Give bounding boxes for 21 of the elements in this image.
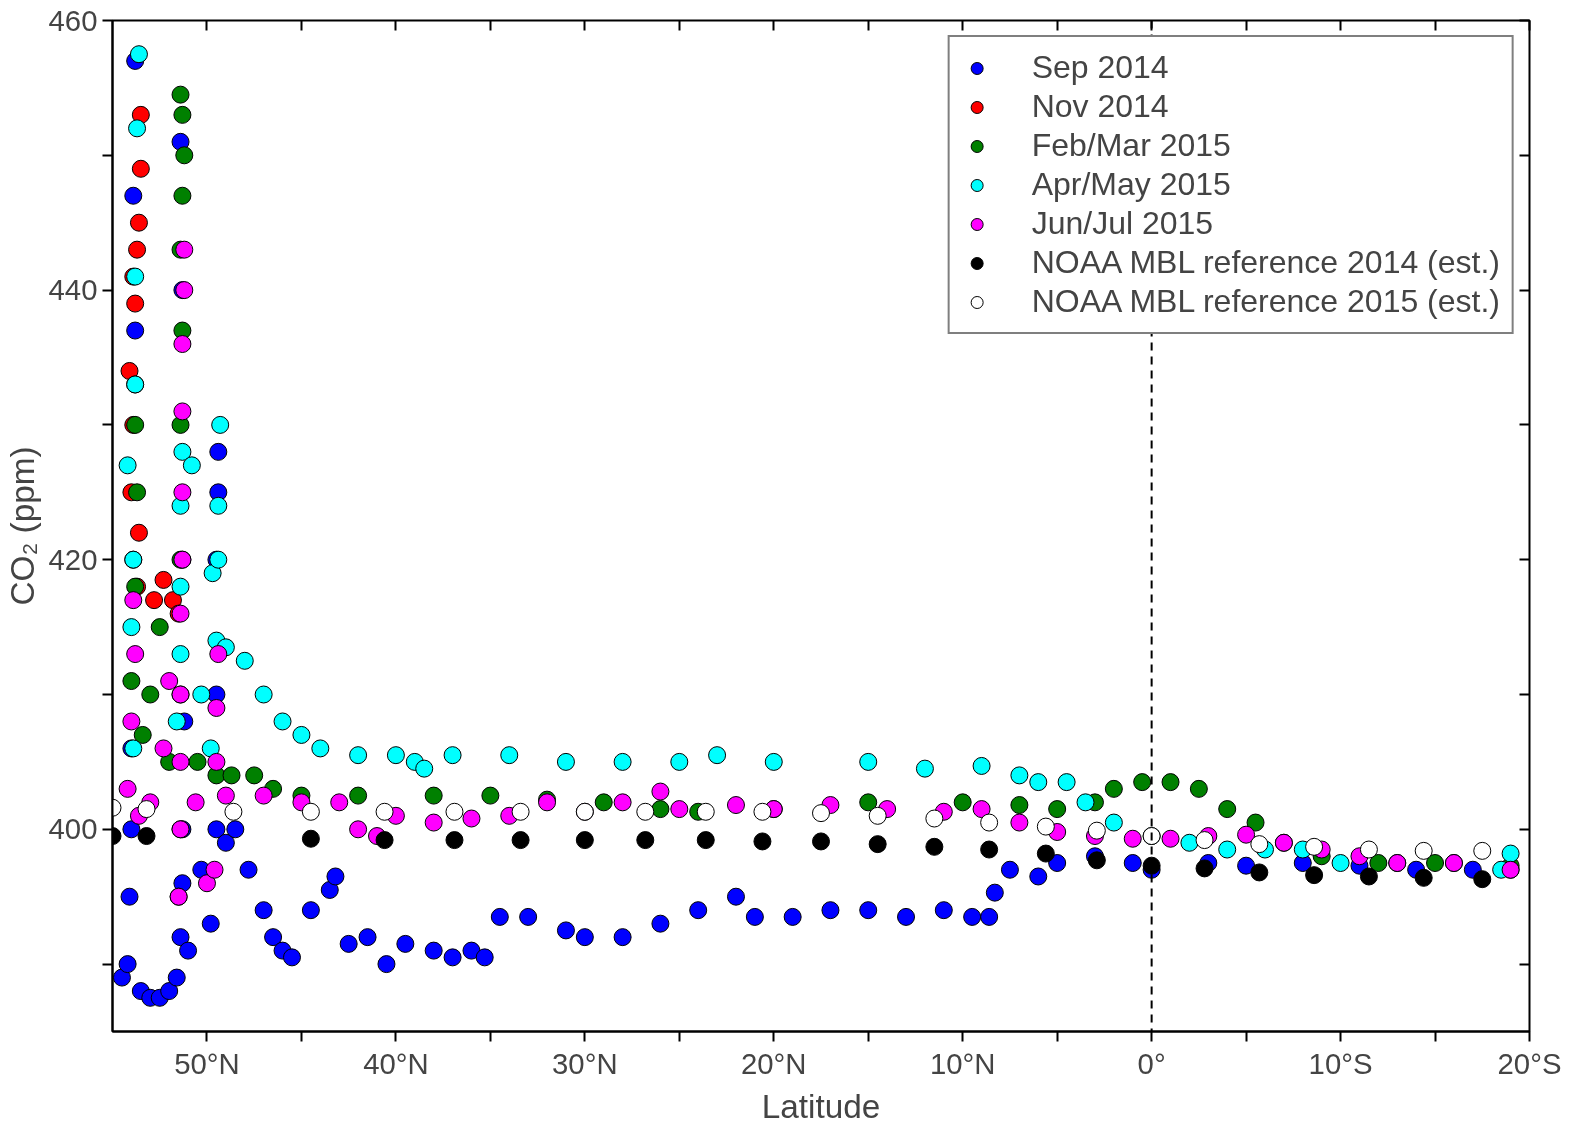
legend-label: NOAA MBL reference 2014 (est.) <box>1031 244 1500 281</box>
x-tick-label: 30°N <box>552 1046 618 1080</box>
legend-label: Sep 2014 <box>1031 49 1169 86</box>
x-tick-label: 10°S <box>1308 1046 1373 1080</box>
legend-label: Nov 2014 <box>1031 88 1169 125</box>
x-tick-label: 20°N <box>741 1046 807 1080</box>
y-tick-label: 420 <box>48 542 98 576</box>
x-axis-title: Latitude <box>761 1087 881 1125</box>
y-tick-label: 440 <box>48 273 98 307</box>
x-tick-label: 40°N <box>363 1046 429 1080</box>
y-tick-label: 460 <box>48 3 98 37</box>
x-tick-label: 50°N <box>174 1046 240 1080</box>
y-tick-label: 400 <box>48 812 98 846</box>
y-axis-title: CO₂ (ppm) <box>3 446 41 606</box>
legend-label: Jun/Jul 2015 <box>1031 205 1214 242</box>
legend-label: Apr/May 2015 <box>1031 166 1231 203</box>
legend-label: NOAA MBL reference 2015 (est.) <box>1031 283 1500 320</box>
x-tick-label: 20°S <box>1497 1046 1562 1080</box>
legend-label: Feb/Mar 2015 <box>1031 127 1231 164</box>
x-tick-label: 0° <box>1137 1046 1166 1080</box>
x-tick-label: 10°N <box>929 1046 996 1080</box>
